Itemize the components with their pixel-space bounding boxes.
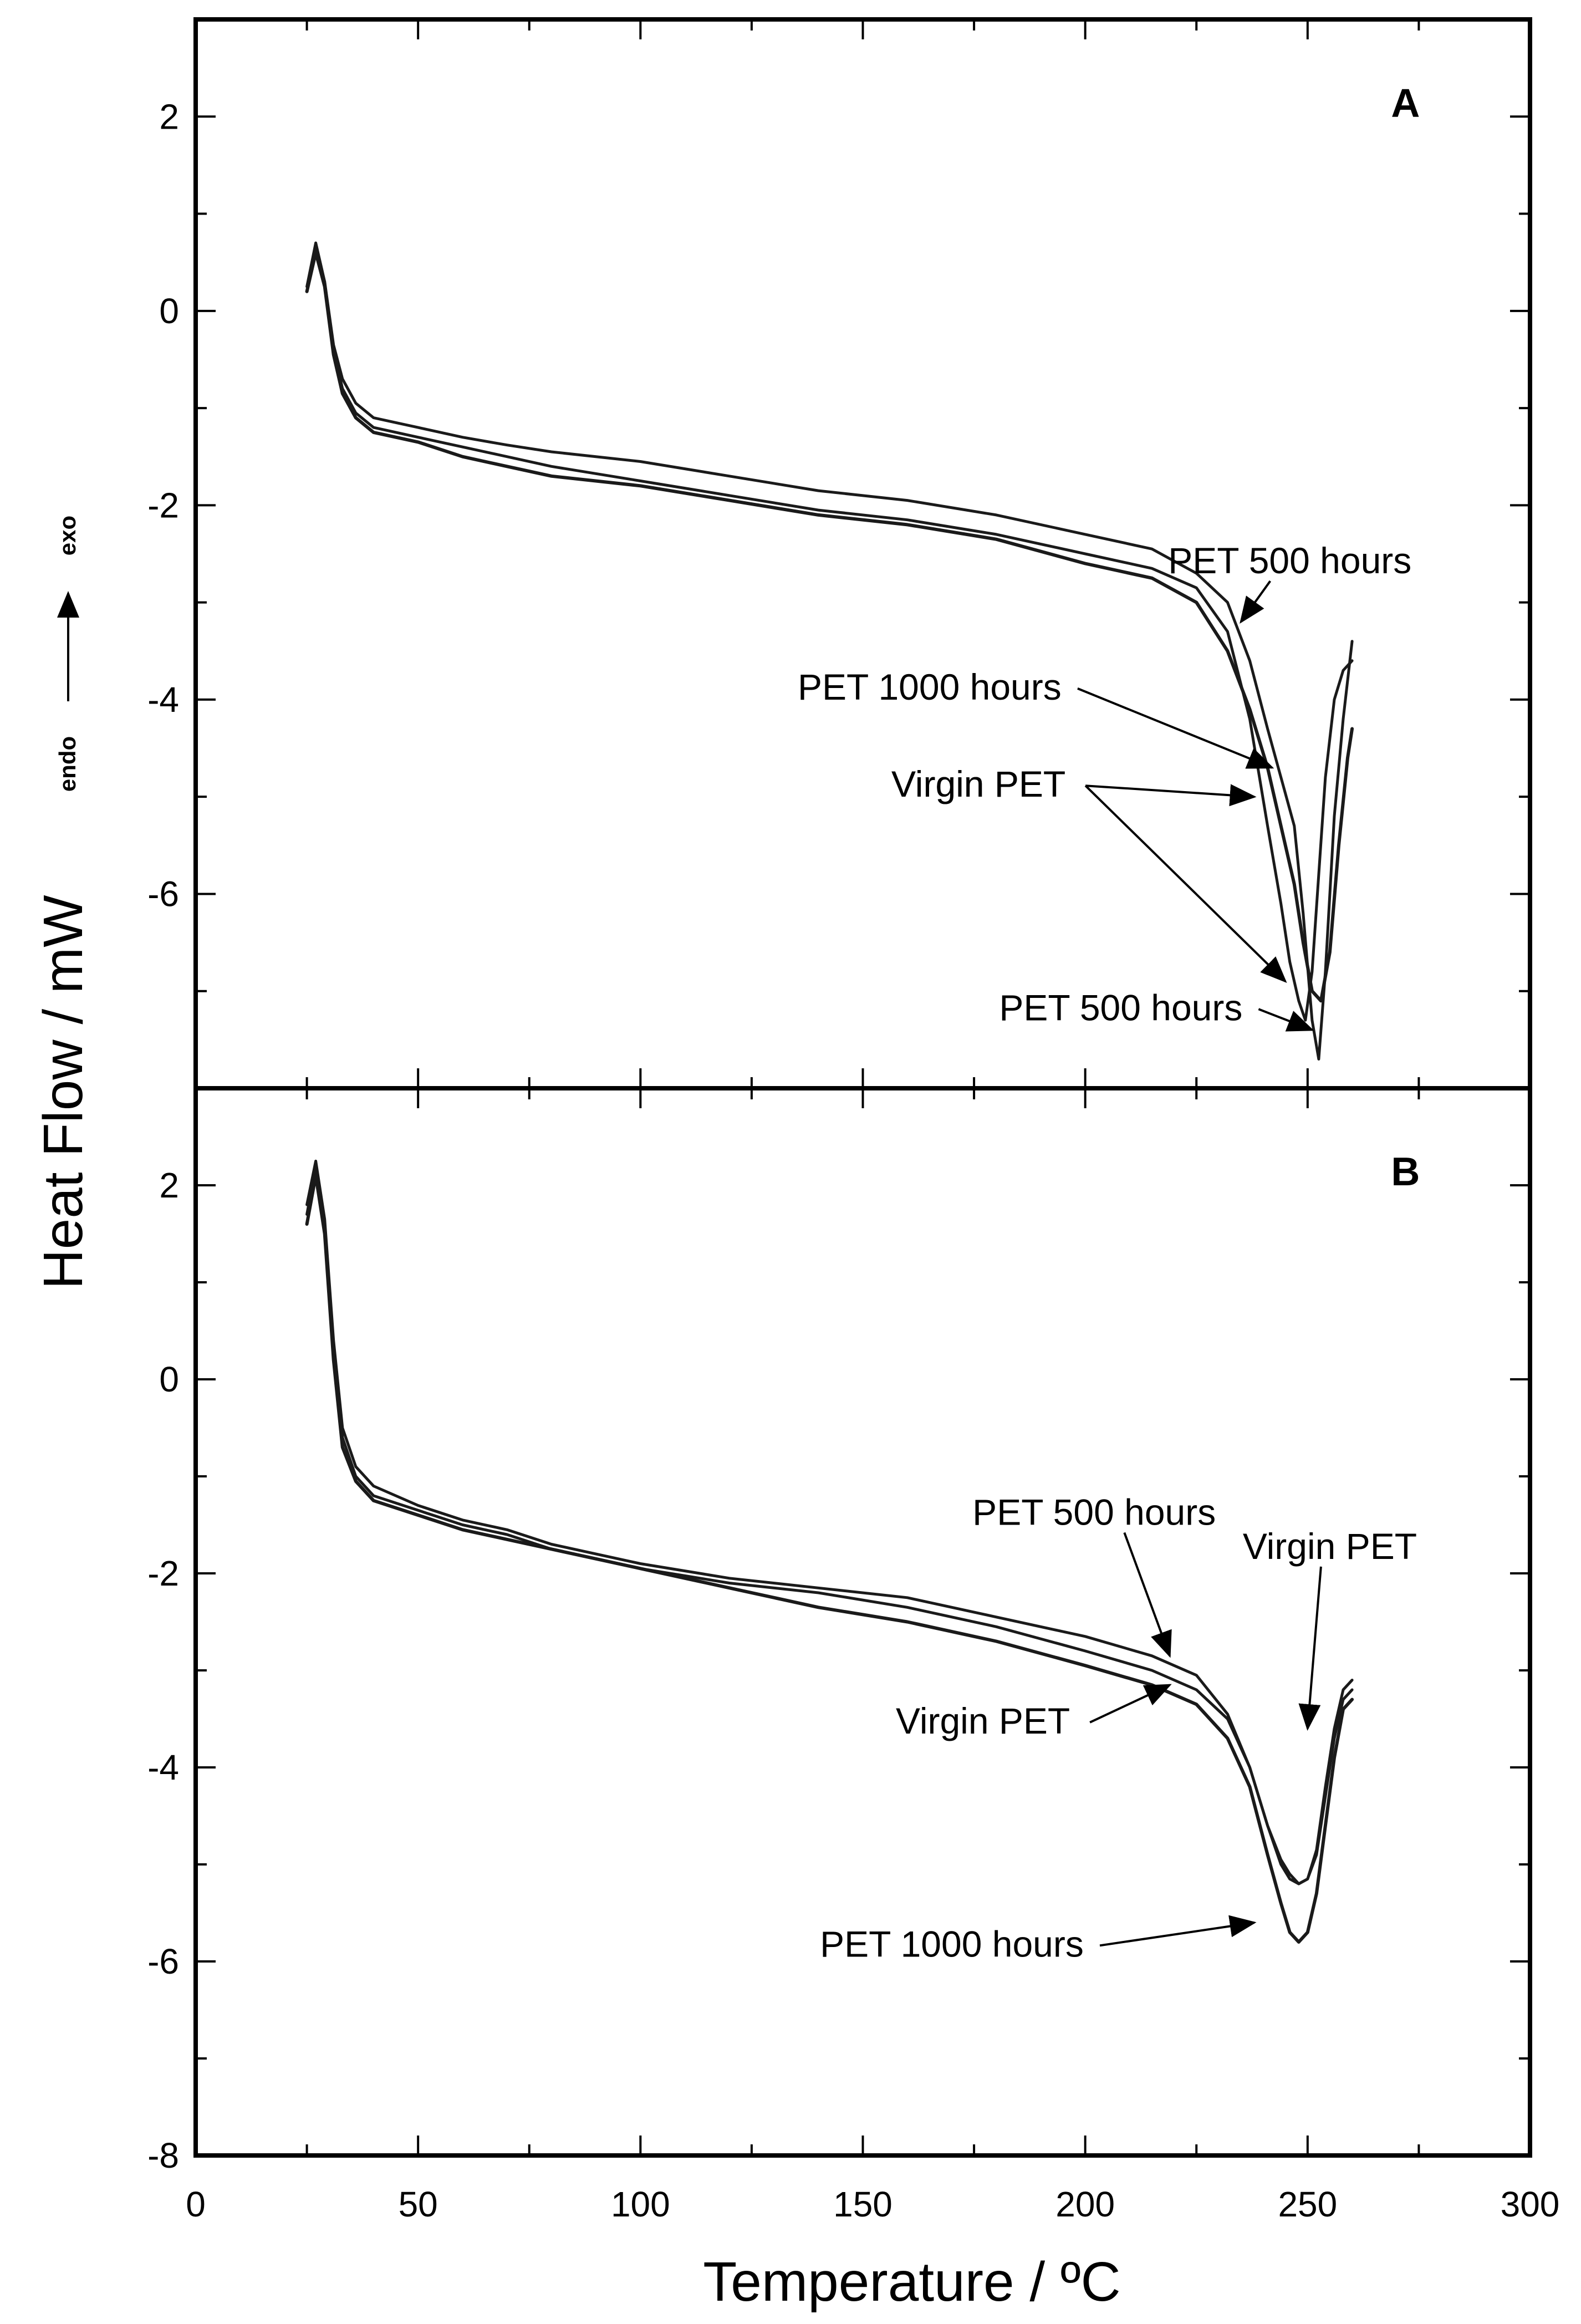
x-tick-label: 150	[833, 2184, 892, 2224]
x-tick-labels: 0 50 100 150 200 250 300	[186, 2184, 1559, 2224]
panel-B-annotation-label: PET 500 hours	[972, 1492, 1216, 1533]
endo-label: endo	[54, 736, 80, 792]
panel-B-y-tick-label: 0	[159, 1359, 179, 1399]
y-axis-title: Heat Flow / mW	[32, 895, 94, 1290]
panel-B-y-tick-label: -8	[147, 2136, 179, 2175]
x-axis-title: Temperature / ºC	[703, 2251, 1120, 2313]
panel-A-y-tick-label: -4	[147, 680, 179, 720]
exo-label: exo	[54, 516, 80, 555]
panel-B-y-tick-label: -2	[147, 1553, 179, 1593]
panel-B-annotation-arrow	[1089, 1684, 1172, 1724]
x-tick-label: 300	[1501, 2184, 1560, 2224]
x-tick-label: 250	[1278, 2184, 1337, 2224]
panel-A-annotation-arrow	[1240, 580, 1272, 624]
panel-A-annotation-arrow	[1258, 1008, 1314, 1032]
panel-A-annotation-arrow	[1084, 784, 1287, 983]
panel-A-annotation-label: PET 1000 hours	[798, 666, 1062, 707]
panel-B-annotation-label: Virgin PET	[1243, 1526, 1417, 1567]
panel-A-y-tick-label: -2	[147, 485, 179, 525]
panel-A-y-tick-label: 2	[159, 96, 179, 136]
panel-B-annotation-arrow	[1099, 1915, 1257, 1947]
panel-B-series-pet-500-hours	[305, 1159, 1354, 1885]
panel-A-annotation-label: Virgin PET	[891, 763, 1065, 804]
x-tick-label: 100	[611, 2184, 670, 2224]
panel-A-annotation-label: Virgin PET	[891, 763, 1065, 804]
panel-B-y-tick-label: -4	[147, 1747, 179, 1787]
x-tick-label: 50	[399, 2184, 438, 2224]
x-tick-label: 200	[1055, 2184, 1115, 2224]
panel-B-letter: B	[1391, 1150, 1420, 1194]
panel-A-y-tick-label: -6	[147, 874, 179, 914]
panel-A-annotation-label: PET 500 hours	[1168, 540, 1411, 581]
axis-text-layer: Heat Flow / mW Temperature / ºC endo exo	[32, 516, 1121, 2313]
panel-B-annotation-arrow	[1123, 1532, 1172, 1658]
panel-B-y-tick-label: -6	[147, 1941, 179, 1981]
panel-A-y-tick-label: 0	[159, 291, 179, 331]
panel-B-series-pet-1000-hours	[305, 1174, 1354, 1944]
panel-B-y-tick-label: 2	[159, 1165, 179, 1205]
panel-B: B -8 -6 -4 -2 0 2 PET 500 hours Virgin PET Virgin…	[147, 1086, 1532, 2175]
panel-A-annotation-arrow	[1077, 687, 1274, 769]
panel-B-annotation-label: Virgin PET	[896, 1700, 1070, 1741]
panel-A-annotation-label: PET 500 hours	[999, 987, 1242, 1028]
panel-A-annotation-arrow	[1085, 784, 1257, 807]
panel-B-annotation-arrow	[1298, 1566, 1322, 1731]
x-tick-label: 0	[186, 2184, 206, 2224]
panels-layer: A -6 -4 -2 0 2 PET 500 hours PET 1000 hours Virg…	[147, 17, 1559, 2224]
panel-B-annotation-label: PET 1000 hours	[820, 1923, 1084, 1964]
panel-A-letter: A	[1391, 81, 1420, 125]
panel-A-series-pet-1000-hours	[305, 251, 1354, 1003]
